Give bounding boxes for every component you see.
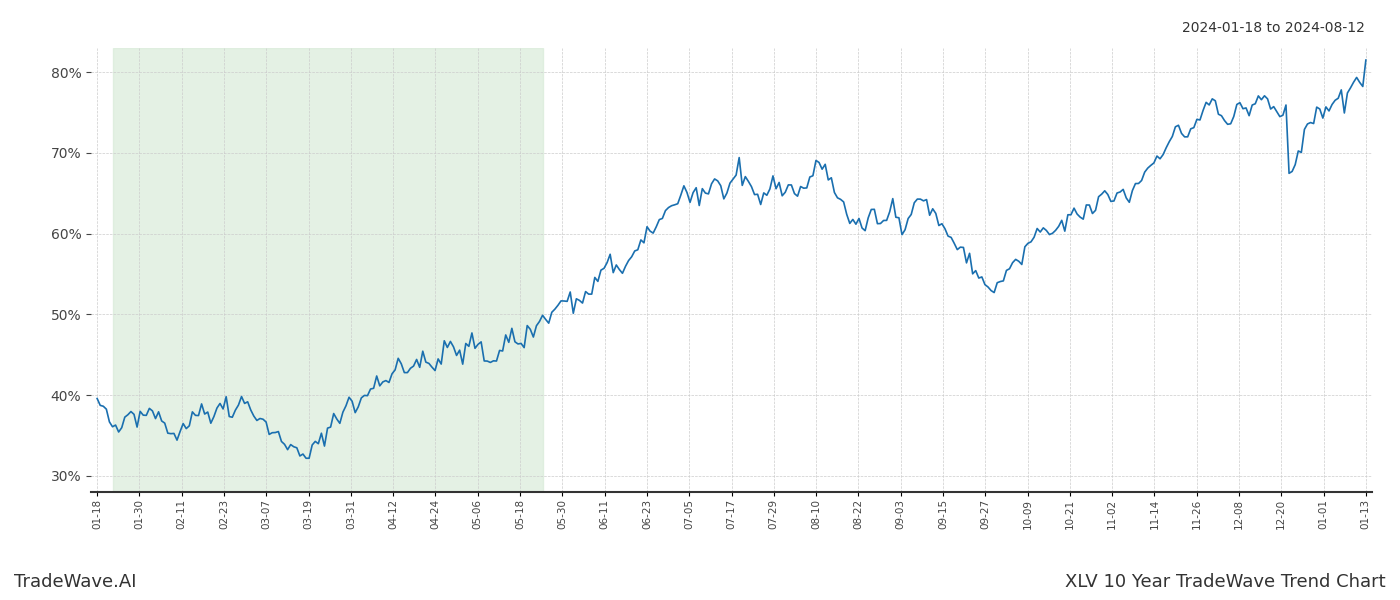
Text: 2024-01-18 to 2024-08-12: 2024-01-18 to 2024-08-12 <box>1182 21 1365 35</box>
Bar <box>112 48 543 492</box>
Text: XLV 10 Year TradeWave Trend Chart: XLV 10 Year TradeWave Trend Chart <box>1065 573 1386 591</box>
Text: TradeWave.AI: TradeWave.AI <box>14 573 137 591</box>
